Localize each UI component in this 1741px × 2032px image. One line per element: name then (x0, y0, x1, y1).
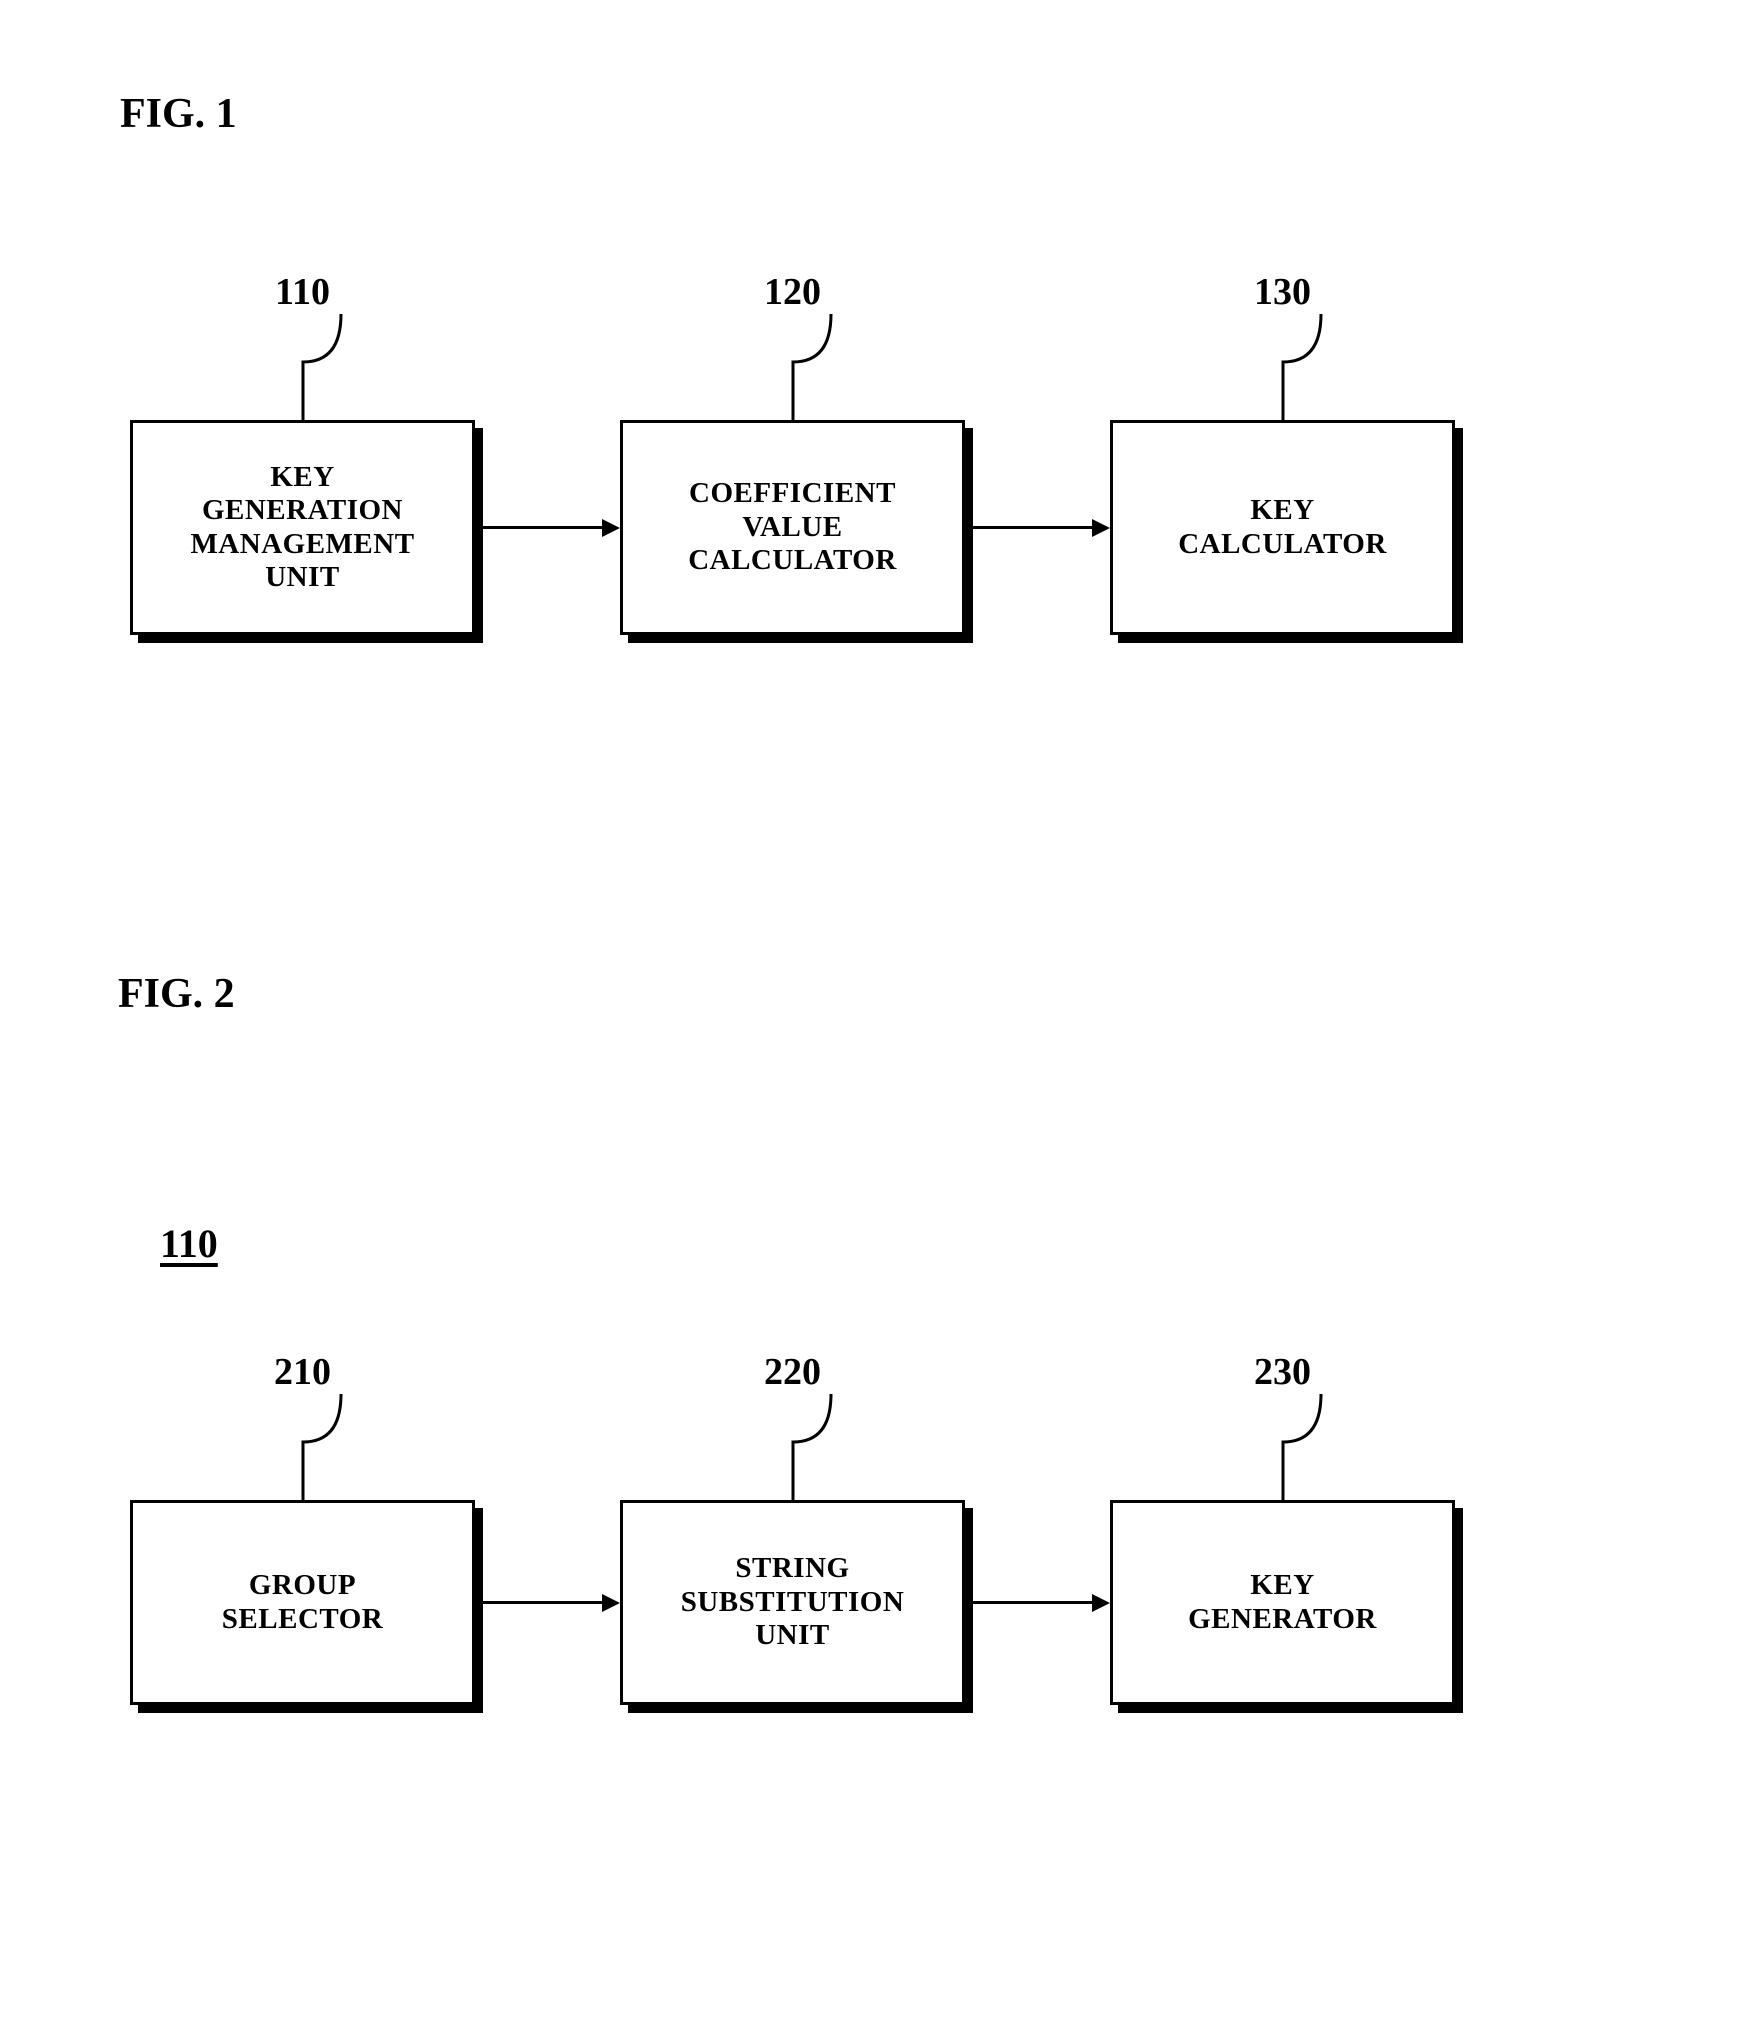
arrow-head-icon (602, 519, 620, 537)
block: GROUPSELECTOR (130, 1500, 483, 1713)
block: KEYGENERATIONMANAGEMENTUNIT (130, 420, 483, 643)
arrow-head-icon (1092, 519, 1110, 537)
block: COEFFICIENTVALUECALCULATOR (620, 420, 973, 643)
arrow (483, 526, 602, 529)
block-label: KEYGENERATIONMANAGEMENTUNIT (182, 461, 422, 594)
arrow-head-icon (602, 1594, 620, 1612)
ref-number: 230 (1243, 1350, 1323, 1394)
block: STRINGSUBSTITUTIONUNIT (620, 1500, 973, 1713)
block-label: STRINGSUBSTITUTIONUNIT (673, 1552, 913, 1652)
arrow (973, 526, 1092, 529)
arrow (483, 1601, 602, 1604)
figure-2-label: FIG. 2 (118, 970, 235, 1018)
figure-1-label: FIG. 1 (120, 90, 237, 138)
block-label: KEYCALCULATOR (1170, 494, 1395, 561)
ref-number: 130 (1243, 270, 1323, 314)
figure-1-diagram: 110 KEYGENERATIONMANAGEMENTUNIT 120 COEFFIC… (0, 270, 1741, 675)
block: KEYGENERATOR (1110, 1500, 1463, 1713)
block-label: KEYGENERATOR (1180, 1569, 1385, 1636)
ref-number: 120 (753, 270, 833, 314)
block-label: GROUPSELECTOR (214, 1569, 391, 1636)
arrow (973, 1601, 1092, 1604)
arrow-head-icon (1092, 1594, 1110, 1612)
figure-2-diagram: 210 GROUPSELECTOR 220 STRINGSUBSTITUTIONUNI… (0, 1350, 1741, 1745)
block: KEYCALCULATOR (1110, 420, 1463, 643)
figure-2-subref: 110 (160, 1220, 218, 1267)
ref-number: 210 (263, 1350, 343, 1394)
ref-number: 110 (263, 270, 343, 314)
block-label: COEFFICIENTVALUECALCULATOR (680, 477, 905, 577)
ref-number: 220 (753, 1350, 833, 1394)
